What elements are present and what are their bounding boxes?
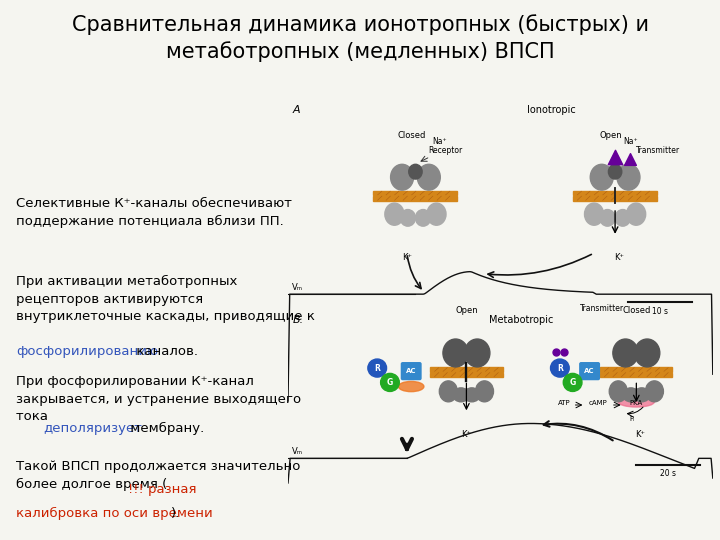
Text: деполяризует: деполяризует bbox=[43, 422, 142, 435]
Ellipse shape bbox=[418, 164, 441, 190]
Ellipse shape bbox=[600, 210, 615, 226]
Ellipse shape bbox=[617, 164, 640, 190]
Ellipse shape bbox=[618, 396, 654, 407]
Ellipse shape bbox=[464, 388, 480, 402]
Text: фосфорилированию: фосфорилированию bbox=[16, 345, 158, 358]
Ellipse shape bbox=[415, 210, 431, 226]
Text: ).: ). bbox=[171, 507, 180, 519]
Ellipse shape bbox=[400, 210, 415, 226]
Ellipse shape bbox=[585, 203, 603, 225]
Text: K⁺: K⁺ bbox=[402, 253, 412, 262]
FancyBboxPatch shape bbox=[402, 363, 421, 380]
Ellipse shape bbox=[439, 381, 457, 402]
Circle shape bbox=[381, 373, 400, 392]
Text: PKA: PKA bbox=[630, 400, 643, 406]
Text: Vₘ: Vₘ bbox=[292, 283, 303, 292]
Ellipse shape bbox=[623, 388, 639, 402]
Bar bbox=[374, 191, 457, 195]
Ellipse shape bbox=[385, 203, 404, 225]
Text: Open: Open bbox=[455, 306, 478, 315]
Text: мембрану.: мембрану. bbox=[126, 422, 204, 435]
Text: R: R bbox=[557, 363, 563, 373]
Bar bbox=[600, 367, 672, 372]
Text: G: G bbox=[570, 378, 576, 387]
Text: Pᵢ: Pᵢ bbox=[629, 416, 635, 422]
Text: Metabotropic: Metabotropic bbox=[490, 315, 554, 325]
Text: Transmitter: Transmitter bbox=[636, 146, 680, 154]
Ellipse shape bbox=[613, 339, 638, 367]
Circle shape bbox=[551, 359, 570, 377]
Bar bbox=[600, 373, 672, 377]
Text: Transmitter: Transmitter bbox=[580, 303, 624, 313]
Ellipse shape bbox=[475, 381, 493, 402]
Ellipse shape bbox=[409, 164, 422, 179]
Point bbox=[625, 154, 636, 163]
Text: A: A bbox=[292, 105, 300, 116]
Point bbox=[550, 347, 562, 356]
Text: Na⁺: Na⁺ bbox=[433, 138, 447, 146]
Ellipse shape bbox=[453, 388, 469, 402]
Point bbox=[609, 153, 621, 161]
Ellipse shape bbox=[443, 339, 468, 367]
Text: AC: AC bbox=[406, 368, 416, 374]
Text: Closed: Closed bbox=[397, 131, 426, 140]
Ellipse shape bbox=[634, 339, 660, 367]
Text: метаботропных (медленных) ВПСП: метаботропных (медленных) ВПСП bbox=[166, 41, 554, 62]
Text: При фосфорилировании К⁺-канал
закрывается, и устранение выходящего
тока: При фосфорилировании К⁺-канал закрываетс… bbox=[16, 375, 301, 423]
Bar bbox=[431, 373, 503, 377]
Bar bbox=[573, 196, 657, 201]
Text: G: G bbox=[387, 378, 393, 387]
Text: Na⁺: Na⁺ bbox=[624, 138, 638, 146]
Text: K⁺: K⁺ bbox=[614, 253, 624, 262]
Text: 10 s: 10 s bbox=[652, 307, 667, 315]
Text: Такой ВПСП продолжается значительно
более долгое время (: Такой ВПСП продолжается значительно боле… bbox=[16, 460, 300, 491]
Text: B.: B. bbox=[292, 315, 303, 325]
Bar bbox=[374, 196, 457, 201]
Ellipse shape bbox=[634, 388, 650, 402]
Text: ATP: ATP bbox=[558, 400, 570, 406]
Text: 20 s: 20 s bbox=[660, 469, 676, 477]
Text: При активации метаботропных
рецепторов активируются
внутриклеточные каскады, при: При активации метаботропных рецепторов а… bbox=[16, 275, 315, 323]
Text: калибровка по оси времени: калибровка по оси времени bbox=[16, 507, 212, 519]
Ellipse shape bbox=[390, 164, 413, 190]
Circle shape bbox=[368, 359, 387, 377]
Text: cAMP: cAMP bbox=[589, 400, 608, 406]
Text: Vₘ: Vₘ bbox=[292, 447, 303, 456]
Ellipse shape bbox=[615, 210, 631, 226]
Text: R: R bbox=[374, 363, 380, 373]
Text: Open: Open bbox=[600, 131, 622, 140]
Ellipse shape bbox=[608, 164, 622, 179]
FancyBboxPatch shape bbox=[580, 363, 599, 380]
Text: Closed: Closed bbox=[622, 306, 651, 315]
Ellipse shape bbox=[590, 164, 613, 190]
Ellipse shape bbox=[398, 381, 424, 391]
Bar bbox=[573, 191, 657, 195]
Text: Селективные К⁺-каналы обеспечивают
поддержание потенциала вблизи ПП.: Селективные К⁺-каналы обеспечивают подде… bbox=[16, 197, 292, 228]
Ellipse shape bbox=[626, 203, 646, 225]
Text: Сравнительная динамика ионотропных (быстрых) и: Сравнительная динамика ионотропных (быст… bbox=[71, 14, 649, 35]
Text: Receptor: Receptor bbox=[428, 146, 462, 154]
Point bbox=[558, 347, 570, 356]
Text: !!! разная: !!! разная bbox=[128, 483, 197, 496]
Text: K⁺: K⁺ bbox=[636, 430, 646, 438]
Bar bbox=[431, 367, 503, 372]
Circle shape bbox=[563, 373, 582, 392]
Ellipse shape bbox=[427, 203, 446, 225]
Ellipse shape bbox=[464, 339, 490, 367]
Text: Ionotropic: Ionotropic bbox=[527, 105, 576, 116]
Text: каналов.: каналов. bbox=[132, 345, 199, 358]
Text: AC: AC bbox=[585, 368, 595, 374]
Ellipse shape bbox=[609, 381, 627, 402]
Ellipse shape bbox=[645, 381, 663, 402]
Text: K⁺: K⁺ bbox=[462, 430, 472, 438]
